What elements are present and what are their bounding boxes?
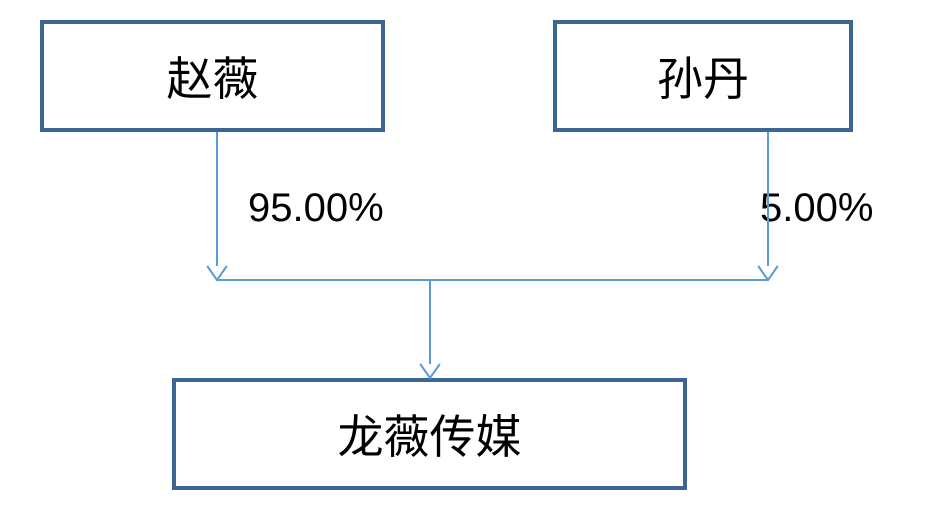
node-owner2-label: 孙丹 [657,43,749,109]
edge-label-owner1: 95.00% [248,186,384,231]
node-owner2: 孙丹 [553,20,853,132]
edge-label-owner2: 5.00% [760,186,873,231]
node-owner1-label: 赵薇 [167,43,259,109]
node-owner1: 赵薇 [40,20,385,132]
node-company: 龙薇传媒 [172,378,687,490]
node-company-label: 龙薇传媒 [338,401,522,467]
